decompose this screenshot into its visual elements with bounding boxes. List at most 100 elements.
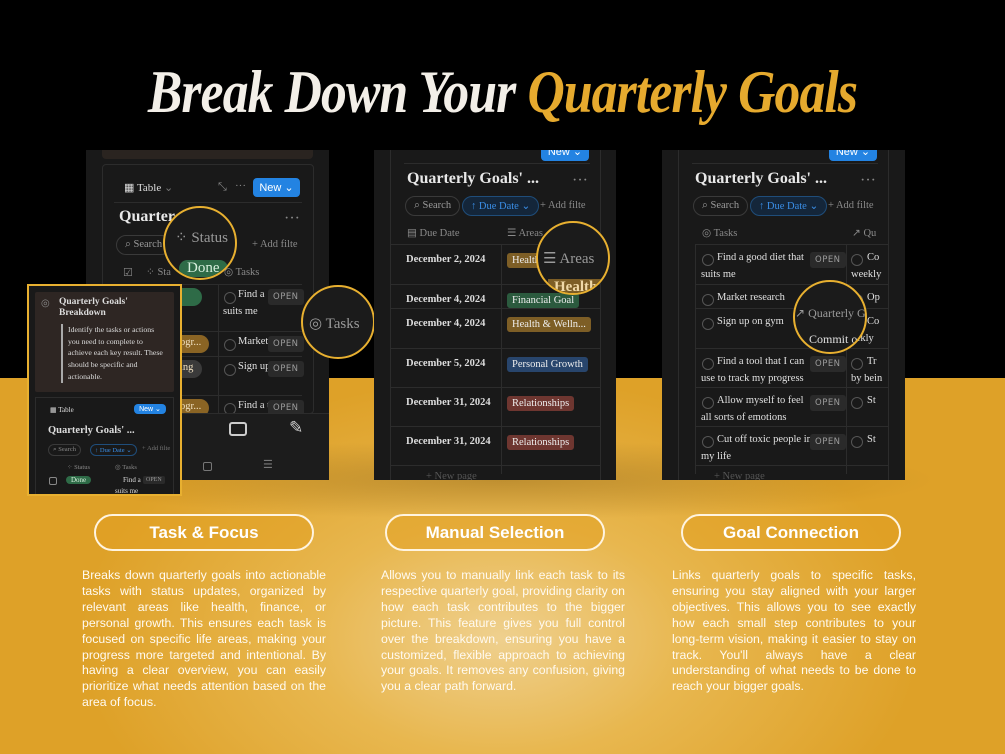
database-title: Quarterly Goals' ... [695, 170, 827, 187]
task-link[interactable]: Market research [717, 292, 785, 303]
edit-icon[interactable]: ✎ [289, 418, 304, 437]
more-icon[interactable]: ··· [860, 172, 876, 189]
status-pill[interactable]: Done [66, 476, 92, 484]
quarterly-goal-link[interactable]: Op [867, 292, 880, 303]
area-tag[interactable]: Health & Welln... [507, 317, 591, 332]
task-link[interactable]: suits me [701, 269, 736, 280]
open-button[interactable]: OPEN [810, 252, 846, 268]
feature-pill-manual-selection: Manual Selection [385, 514, 605, 551]
open-button[interactable]: OPEN [268, 289, 304, 305]
row-checkbox[interactable] [49, 477, 57, 485]
search-button[interactable]: ⌕ Search [693, 196, 749, 216]
task-link[interactable]: suits me [223, 306, 258, 317]
task-link[interactable]: Find a t [238, 400, 271, 411]
area-tag[interactable]: Relationships [507, 435, 575, 450]
open-button[interactable]: OPEN [268, 361, 304, 377]
row-divider [695, 387, 888, 388]
task-link[interactable]: Sign up [238, 361, 271, 372]
new-button[interactable]: New ⌄ [134, 404, 166, 414]
sort-chip[interactable]: ↑ Due Date ⌄ [90, 444, 137, 456]
add-filter-button[interactable]: + Add filte [540, 200, 586, 211]
task-link[interactable]: all sorts of emotions [701, 412, 787, 423]
open-button[interactable]: OPEN [810, 434, 846, 450]
row-divider [695, 426, 888, 427]
sort-label: Due Date [478, 201, 519, 212]
add-filter-button[interactable]: + Add filte [252, 239, 298, 250]
bookmark-icon [224, 339, 236, 351]
quarterly-goal-link[interactable]: Tr [867, 356, 877, 367]
task-link[interactable]: Find a good diet that [717, 252, 804, 263]
open-button[interactable]: OPEN [143, 476, 165, 484]
column-divider [218, 284, 219, 413]
sort-label: Due Date [766, 201, 807, 212]
task-link[interactable]: my life [701, 451, 732, 462]
callout-block-edge [102, 150, 313, 159]
quarterly-goal-link[interactable]: Co [867, 316, 880, 327]
area-tag[interactable]: Health [507, 253, 545, 268]
select-all-checkbox[interactable]: ☑ [123, 267, 133, 279]
task-link[interactable]: Find a [238, 289, 265, 300]
row-divider [390, 387, 600, 388]
bookmark-icon [702, 397, 714, 409]
square-icon[interactable] [203, 462, 212, 471]
bookmark-icon [224, 292, 236, 304]
add-filter-button[interactable]: + Add filte [142, 445, 171, 452]
bookmark-icon [702, 318, 714, 330]
task-link[interactable]: Allow myself to feel [717, 395, 804, 406]
new-page-button[interactable]: + New page [426, 471, 477, 480]
more-icon[interactable]: ··· [284, 210, 300, 227]
row-divider [695, 308, 888, 309]
open-button[interactable]: OPEN [268, 400, 304, 416]
inbox-icon[interactable] [229, 422, 247, 436]
task-link[interactable]: use to track my progress [701, 373, 804, 384]
menu-icon[interactable]: ☰ [263, 459, 273, 471]
expand-icon[interactable]: ⤡ [218, 181, 227, 193]
quarterly-goal-link[interactable]: eekly [851, 333, 874, 344]
column-header-due-date: ▤ Due Date [407, 228, 460, 239]
view-tab-table[interactable]: ▦ Table ⌄ [124, 181, 173, 194]
column-header-tasks: ◎ Tasks [702, 228, 738, 239]
quarterly-goal-link[interactable]: weekly [851, 269, 882, 280]
chevron-down-icon[interactable]: ⌄ [284, 182, 294, 194]
new-label: New [835, 150, 858, 158]
view-tab-table[interactable]: ▦ Table [50, 406, 74, 414]
area-tag[interactable]: Personal Growth [507, 357, 588, 372]
quarterly-goal-link[interactable]: St [867, 434, 876, 445]
add-filter-button[interactable]: + Add filte [828, 200, 874, 211]
inset-database-card [35, 397, 174, 494]
row-divider [390, 348, 600, 349]
view-label: Table [58, 406, 74, 414]
search-button[interactable]: ⌕ Search [48, 444, 81, 456]
task-link[interactable]: Cut off toxic people in [717, 434, 812, 445]
magnified-status-label: Status [191, 230, 229, 246]
new-page-button[interactable]: + New page [714, 471, 765, 480]
new-label: New [259, 182, 282, 194]
column-header-tasks: ◎ Tasks [115, 464, 137, 471]
task-link[interactable]: Find a tool that I can [717, 356, 805, 367]
more-icon[interactable]: ··· [572, 172, 588, 189]
more-icon[interactable]: ··· [235, 180, 246, 192]
headline: Break Down Your Quarterly Goals [70, 58, 934, 127]
add-filter-label: Add filte [146, 445, 171, 452]
chevron-down-icon: ⌄ [163, 182, 174, 194]
area-tag[interactable]: Financial Goal [507, 293, 580, 308]
open-button[interactable]: OPEN [268, 336, 304, 352]
sort-chip[interactable]: ↑ Due Date ⌄ [462, 196, 540, 216]
new-button[interactable]: New ⌄ [541, 150, 589, 161]
quarterly-goal-link[interactable]: Co [867, 252, 880, 263]
task-link[interactable]: Sign up on gym [717, 316, 784, 327]
due-date-cell: December 2, 2024 [406, 254, 486, 265]
open-button[interactable]: OPEN [810, 356, 846, 372]
new-button[interactable]: New ⌄ [253, 178, 300, 197]
open-button[interactable]: OPEN [810, 395, 846, 411]
area-tag[interactable]: Relationships [507, 396, 575, 411]
task-link[interactable]: Market [238, 336, 269, 347]
new-button[interactable]: New ⌄ [829, 150, 877, 161]
search-button[interactable]: ⌕ Search [405, 196, 461, 216]
quarterly-goal-link[interactable]: by bein [851, 373, 883, 384]
quarterly-goal-link[interactable]: St [867, 395, 876, 406]
new-page-label: New page [722, 471, 765, 480]
row-divider [695, 465, 888, 466]
sort-chip[interactable]: ↑ Due Date ⌄ [750, 196, 828, 216]
task-link[interactable]: Find a [123, 476, 141, 484]
